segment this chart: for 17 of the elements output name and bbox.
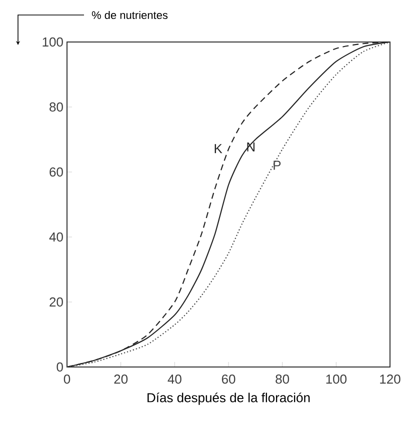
- series-label: P: [274, 160, 281, 170]
- y-tick-label: 100: [42, 37, 63, 47]
- y-tick-label: 80: [50, 102, 63, 112]
- x-axis-title: Días después de la floración: [148, 392, 310, 405]
- x-tick-label: 120: [380, 374, 400, 384]
- x-tick-label: 100: [326, 374, 347, 384]
- y-tick-label: 60: [50, 167, 63, 177]
- y-tick-label: 40: [49, 232, 63, 242]
- x-tick-label: 80: [276, 374, 290, 384]
- y-tick-label: 20: [50, 297, 63, 307]
- x-tick-label: 60: [222, 374, 236, 384]
- x-tick-label: 20: [114, 374, 128, 384]
- y-axis-title: % de nutrientes: [92, 10, 168, 20]
- series-label: K: [214, 144, 222, 154]
- y-tick-label: 0: [56, 362, 63, 372]
- x-tick-label: 0: [64, 374, 70, 384]
- x-tick-label: 40: [168, 374, 182, 384]
